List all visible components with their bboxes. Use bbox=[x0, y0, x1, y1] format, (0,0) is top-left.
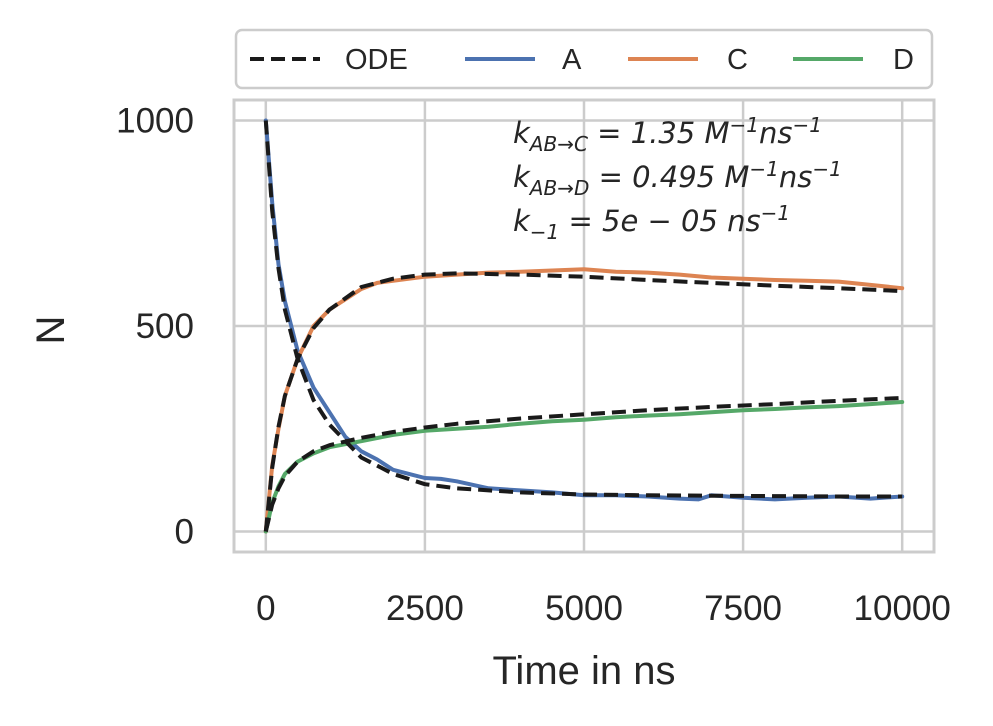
series-a-line bbox=[263, 118, 905, 502]
legend-label-a: A bbox=[562, 44, 582, 76]
y-tick-labels: 0 500 1000 bbox=[116, 102, 194, 552]
legend: ODE A C D bbox=[234, 28, 934, 90]
rate-annotation-1: kAB→C = 1.35 M−1ns−1 bbox=[513, 113, 822, 156]
grid bbox=[234, 100, 934, 552]
plot-frame bbox=[232, 98, 936, 554]
series-layer bbox=[263, 118, 905, 534]
rate-annotation-3: k−1 = 5e − 05 ns−1 bbox=[513, 201, 790, 244]
x-axis-label: Time in ns bbox=[492, 649, 675, 693]
y-tick-label: 500 bbox=[136, 307, 194, 346]
y-tick-label: 1000 bbox=[116, 102, 194, 141]
series-ode-line-2 bbox=[263, 271, 903, 532]
series-d-line bbox=[263, 400, 905, 534]
legend-label-d: D bbox=[893, 44, 914, 76]
x-tick-label: 7500 bbox=[704, 589, 782, 628]
rate-annotation-2: kAB→D = 0.495 M−1ns−1 bbox=[513, 157, 842, 200]
y-tick-label: 0 bbox=[175, 512, 194, 551]
series-ode-line-3 bbox=[263, 395, 903, 532]
x-tick-label: 0 bbox=[256, 589, 275, 628]
series-ode-line-1 bbox=[263, 120, 903, 499]
legend-label-c: C bbox=[727, 44, 748, 76]
x-tick-label: 2500 bbox=[386, 589, 464, 628]
legend-label-ode: ODE bbox=[345, 44, 408, 76]
legend-frame bbox=[234, 28, 934, 90]
y-axis-label: N bbox=[29, 316, 73, 345]
x-tick-labels: 0 2500 5000 7500 10000 bbox=[256, 589, 951, 628]
x-tick-label: 5000 bbox=[545, 589, 623, 628]
x-tick-label: 10000 bbox=[854, 589, 951, 628]
